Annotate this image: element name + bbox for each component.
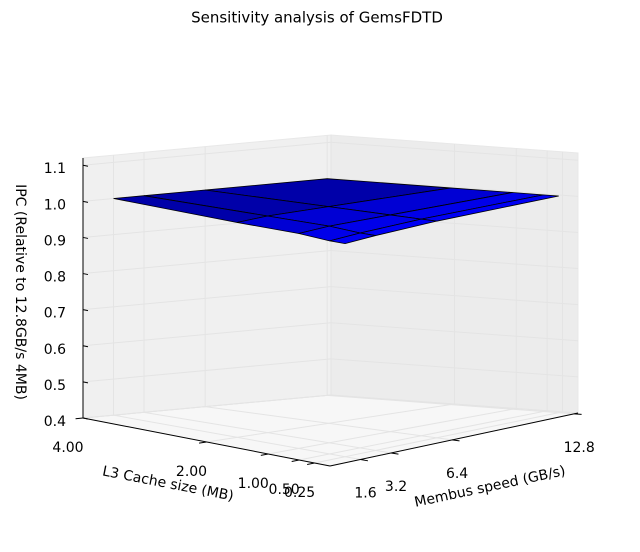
grid-line [330,141,579,161]
grid-line [206,403,455,443]
grid-line [82,322,332,347]
grid-line [330,358,579,378]
x-axis-label: L3 Cache size (MB) [101,463,235,504]
grid-line [82,141,332,166]
grid-line [82,394,332,419]
z-tick [82,164,89,167]
grid-line [330,394,579,414]
z-tick [82,345,89,348]
grid-line [330,177,579,197]
x-tick-label: 4.00 [52,440,83,456]
z-tick-label: 0.5 [44,378,66,394]
x-tick-label: 1.00 [238,476,269,492]
grid-line [330,322,579,342]
x-tick-label: 0.25 [284,485,315,501]
z-tick-label: 0.9 [44,233,66,249]
y-axis-label: Membus speed (GB/s) [413,463,567,511]
y-tick-label: 3.2 [385,479,407,495]
z-tick-label: 1.0 [44,197,66,213]
x-axis-line [82,417,331,467]
grid-line [299,410,548,461]
grid-line [268,408,517,455]
surface-face [329,232,376,245]
grid-line [82,286,332,311]
z-tick-label: 0.6 [44,342,66,358]
z-tick [82,236,89,239]
y-axis-line [329,412,579,467]
z-tick [82,273,89,276]
z-tick [82,309,89,312]
grid-line [82,358,332,383]
y-tick-label: 6.4 [446,466,468,482]
z-tick-label: 1.1 [44,161,66,177]
grid-line [205,406,453,441]
y-tick-label: 12.8 [564,440,595,456]
chart-title: Sensitivity analysis of GemsFDTD [191,9,443,27]
y-tick-label: 1.6 [354,485,376,501]
grid-line [330,250,579,270]
grid-line [327,394,575,415]
grid-line [143,411,392,454]
z-tick-label: 0.8 [44,270,66,286]
z-tick-label: 0.4 [44,414,66,430]
z-tick-label: 0.7 [44,306,66,322]
z-tick [82,200,89,203]
z-tick [82,381,89,384]
x-tick [75,417,84,420]
grid-line [82,250,332,275]
grid-line [330,286,579,306]
left-pane [82,134,332,419]
grid-line [113,414,361,460]
z-axis-label: IPC (Relative to 12.8GB/s 4MB) [12,184,28,400]
x-tick-label: 0.50 [269,482,300,498]
grid-line [314,411,563,464]
x-tick-label: 2.00 [176,464,207,480]
